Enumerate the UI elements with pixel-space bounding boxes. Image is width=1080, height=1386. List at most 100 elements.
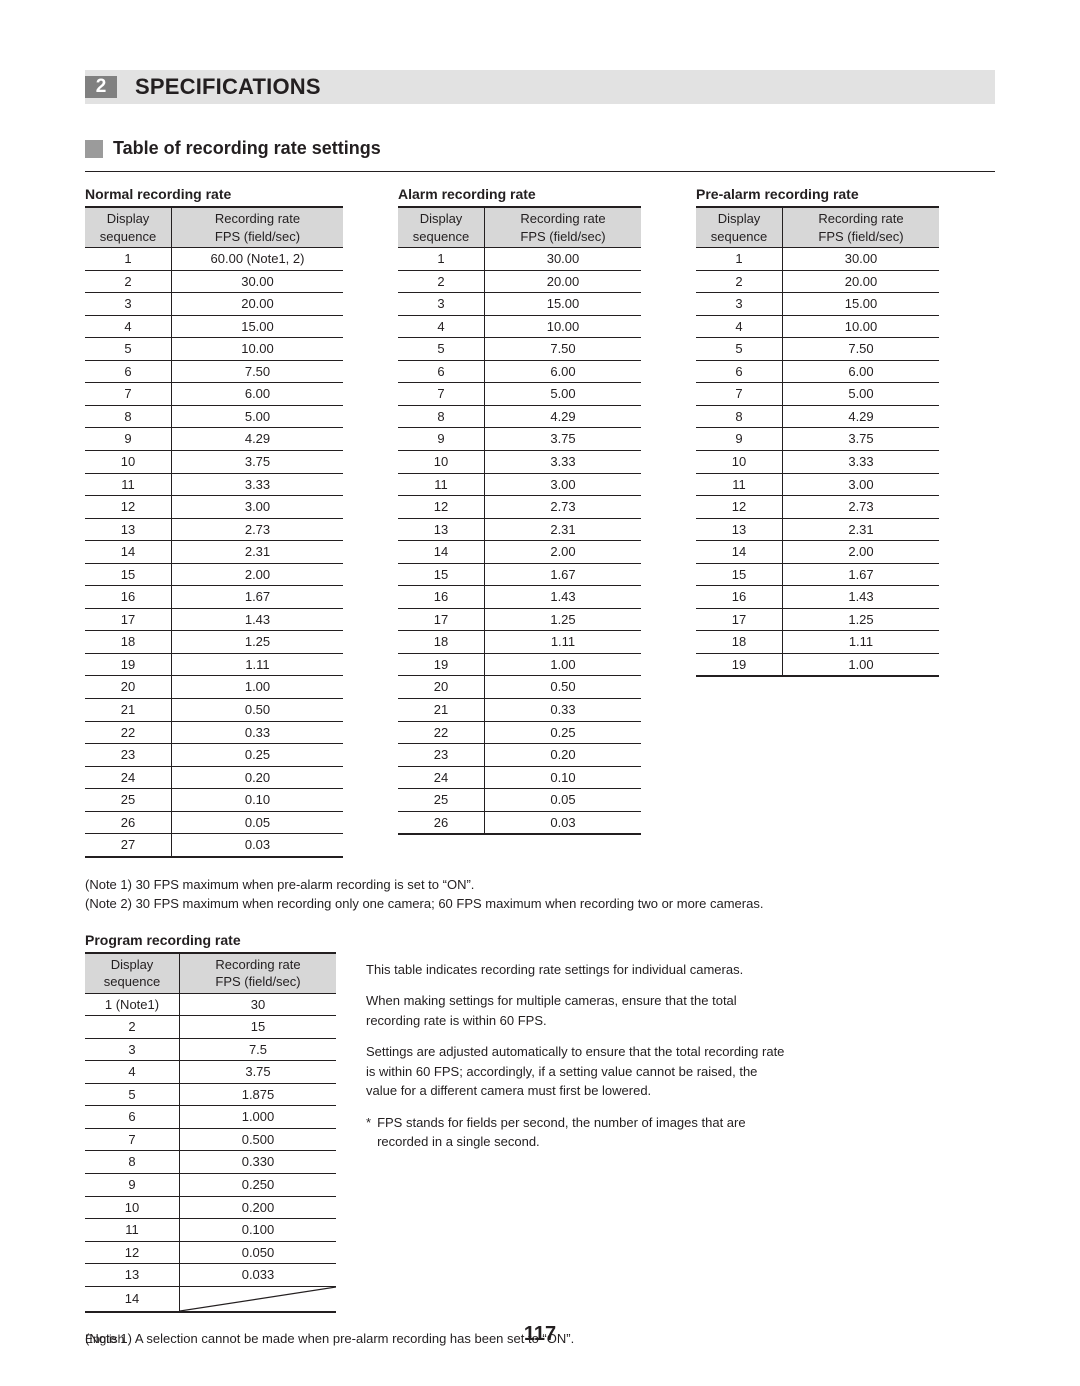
table-title: Pre-alarm recording rate [696, 186, 939, 202]
table-row: 230.25 [85, 744, 343, 767]
table-row: 84.29 [696, 405, 939, 428]
table-row: 210.50 [85, 699, 343, 722]
cell-val: 3.75 [485, 428, 642, 451]
program-notes: This table indicates recording rate sett… [366, 932, 786, 1313]
cell-seq: 18 [85, 631, 172, 654]
cell-seq: 3 [85, 293, 172, 316]
cell-val: 6.00 [172, 383, 344, 406]
cell-val: 10.00 [783, 315, 940, 338]
cell-seq: 23 [85, 744, 172, 767]
table-row: 142.31 [85, 541, 343, 564]
col-head-val: Recording rate FPS (field/sec) [783, 207, 940, 248]
table-row: 90.250 [85, 1174, 336, 1197]
cell-seq: 15 [85, 563, 172, 586]
cell-val: 4.29 [172, 428, 344, 451]
cell-seq: 3 [696, 293, 783, 316]
cell-val: 7.50 [783, 338, 940, 361]
cell-seq: 20 [85, 676, 172, 699]
cell-val: 0.03 [172, 834, 344, 857]
table-row: 123.00 [85, 496, 343, 519]
cell-val: 20.00 [485, 270, 642, 293]
table-row: 270.03 [85, 834, 343, 857]
cell-val: 0.50 [172, 699, 344, 722]
table-row: 94.29 [85, 428, 343, 451]
cell-val: 1.875 [180, 1083, 337, 1106]
table-alarm: Alarm recording rate Display sequence Re… [398, 186, 641, 858]
cell-val: 1.25 [485, 608, 642, 631]
table-row: 132.31 [398, 518, 641, 541]
table-row: 240.10 [398, 766, 641, 789]
table-row: 14 [85, 1286, 336, 1312]
cell-seq: 4 [85, 315, 172, 338]
cell-seq: 17 [398, 608, 485, 631]
table-row: 75.00 [696, 383, 939, 406]
cell-seq: 4 [85, 1061, 180, 1084]
cell-seq: 13 [85, 1264, 180, 1287]
section-title: Table of recording rate settings [113, 138, 381, 159]
table-row: 113.33 [85, 473, 343, 496]
cell-val: 1.11 [172, 653, 344, 676]
cell-val: 5.00 [485, 383, 642, 406]
cell-seq: 11 [85, 473, 172, 496]
col-head-seq: Display sequence [85, 207, 172, 248]
table-row: 132.73 [85, 518, 343, 541]
cell-val: 3.75 [783, 428, 940, 451]
cell-val: 0.25 [172, 744, 344, 767]
cell-val: 0.500 [180, 1128, 337, 1151]
cell-val: 7.50 [485, 338, 642, 361]
cell-val: 30.00 [172, 270, 344, 293]
cell-val: 3.00 [783, 473, 940, 496]
table-row: 315.00 [696, 293, 939, 316]
cell-val: 0.10 [485, 766, 642, 789]
cell-val: 1.25 [172, 631, 344, 654]
table-row: 181.25 [85, 631, 343, 654]
cell-seq: 9 [85, 1174, 180, 1197]
cell-seq: 10 [696, 451, 783, 474]
table-row: 415.00 [85, 315, 343, 338]
table-row: 161.43 [696, 586, 939, 609]
cell-val: 1.000 [180, 1106, 337, 1129]
cell-val: 6.00 [485, 360, 642, 383]
cell-val: 2.31 [172, 541, 344, 564]
table-row: 410.00 [696, 315, 939, 338]
cell-val: 0.10 [172, 789, 344, 812]
cell-val: 10.00 [172, 338, 344, 361]
program-note-fps: * FPS stands for fields per second, the … [366, 1113, 786, 1152]
cell-seq: 7 [398, 383, 485, 406]
cell-seq: 14 [398, 541, 485, 564]
cell-val: 0.050 [180, 1241, 337, 1264]
cell-seq: 13 [398, 518, 485, 541]
cell-seq: 16 [398, 586, 485, 609]
cell-val: 1.00 [485, 653, 642, 676]
cell-val: 3.00 [172, 496, 344, 519]
cell-seq: 17 [696, 608, 783, 631]
table-prealarm: Pre-alarm recording rate Display sequenc… [696, 186, 939, 858]
col-head-seq: Display sequence [696, 207, 783, 248]
cell-seq: 16 [85, 586, 172, 609]
cell-seq: 5 [85, 338, 172, 361]
cell-seq: 12 [85, 496, 172, 519]
cell-seq: 8 [398, 405, 485, 428]
section-head: Table of recording rate settings [85, 138, 995, 159]
cell-seq: 2 [85, 270, 172, 293]
table-row: 100.200 [85, 1196, 336, 1219]
table-row: 220.33 [85, 721, 343, 744]
table-row: 43.75 [85, 1061, 336, 1084]
table-title: Program recording rate [85, 932, 336, 948]
col-head-seq: Display sequence [85, 953, 180, 994]
cell-val: 1.25 [783, 608, 940, 631]
program-note-3: Settings are adjusted automatically to e… [366, 1042, 786, 1101]
cell-seq: 21 [398, 699, 485, 722]
cell-seq: 22 [85, 721, 172, 744]
cell-val: 1.43 [485, 586, 642, 609]
cell-seq: 10 [398, 451, 485, 474]
table-row: 230.00 [85, 270, 343, 293]
table-row: 142.00 [398, 541, 641, 564]
table-row: 250.05 [398, 789, 641, 812]
cell-seq: 16 [696, 586, 783, 609]
cell-val: 4.29 [485, 405, 642, 428]
table-row: 132.31 [696, 518, 939, 541]
cell-seq: 14 [85, 1286, 180, 1312]
cell-val: 1.11 [783, 631, 940, 654]
table-row: 210.33 [398, 699, 641, 722]
